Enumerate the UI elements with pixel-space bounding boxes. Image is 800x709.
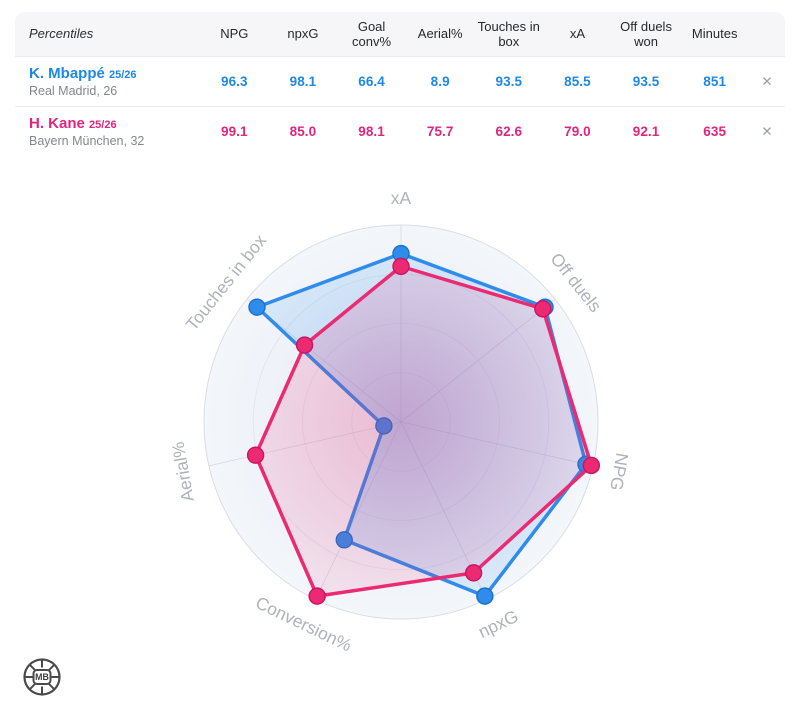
percentiles-table: Percentiles NPG npxG Goal conv% Aerial% … [15, 12, 785, 156]
table-header-percentiles: Percentiles [29, 26, 94, 42]
player-season: 25/26 [109, 69, 137, 82]
player-name: H. Kane [29, 115, 85, 133]
stat-value-touches: 93.5 [495, 74, 523, 89]
player-season: 25/26 [89, 119, 117, 132]
stat-value-aerial: 75.7 [426, 124, 454, 139]
stat-value-npg: 96.3 [220, 74, 248, 89]
stat-value-offduels: 92.1 [632, 124, 660, 139]
player-cell: K. Mbappé 25/26 Real Madrid, 26 [15, 65, 200, 97]
radar-axis-label: NPG [606, 451, 632, 492]
table-header-minutes: Minutes [691, 26, 738, 42]
logo-text: MB [35, 672, 49, 682]
stat-value-npg: 99.1 [220, 124, 248, 139]
table-header-npg: NPG [220, 26, 249, 42]
stat-value-touches: 62.6 [495, 124, 523, 139]
table-header-offduels: Off duels won [620, 18, 672, 49]
stat-value-goalconv: 98.1 [358, 124, 385, 139]
table-header-aerial: Aerial% [417, 26, 463, 42]
radar-axis-label: Aerial% [168, 440, 198, 503]
player-cell: H. Kane 25/26 Bayern München, 32 [15, 115, 200, 147]
stat-value-npxg: 85.0 [289, 124, 317, 139]
table-header-goalconv: Goal conv% [352, 18, 392, 49]
table-header-xa: xA [569, 26, 586, 42]
stat-value-xa: 85.5 [564, 74, 591, 89]
player-row-kane: H. Kane 25/26 Bayern München, 32 99.1 85… [15, 106, 785, 156]
mb-logo: MB [23, 658, 61, 696]
stat-value-offduels: 93.5 [632, 74, 660, 89]
player-name-link[interactable]: K. Mbappé 25/26 [29, 65, 200, 82]
table-header-npxg: npxG [287, 26, 319, 42]
player-row-mbappe: K. Mbappé 25/26 Real Madrid, 26 96.3 98.… [15, 56, 785, 106]
table-header-row: Percentiles NPG npxG Goal conv% Aerial% … [15, 12, 785, 56]
player-name-link[interactable]: H. Kane 25/26 [29, 115, 200, 132]
logo-badge [32, 669, 52, 685]
table-header-touches: Touches in box [477, 18, 540, 49]
radar-axis-label: xA [391, 188, 412, 208]
remove-player-button[interactable]: ✕ [757, 73, 776, 91]
player-name: K. Mbappé [29, 65, 105, 83]
player-subtitle: Real Madrid, 26 [29, 83, 118, 98]
player-subtitle: Bayern München, 32 [29, 133, 145, 148]
remove-player-button[interactable]: ✕ [757, 123, 776, 141]
stat-value-aerial: 8.9 [430, 74, 450, 89]
stat-value-xa: 79.0 [564, 124, 591, 139]
logo-circle [23, 658, 61, 696]
logo-spokes [25, 660, 59, 694]
stat-value-goalconv: 66.4 [358, 74, 385, 89]
radar-axis-label: npxG [475, 606, 521, 642]
stat-value-npxg: 98.1 [289, 74, 317, 89]
stat-value-minutes: 851 [703, 74, 727, 89]
stat-value-minutes: 635 [703, 124, 727, 139]
